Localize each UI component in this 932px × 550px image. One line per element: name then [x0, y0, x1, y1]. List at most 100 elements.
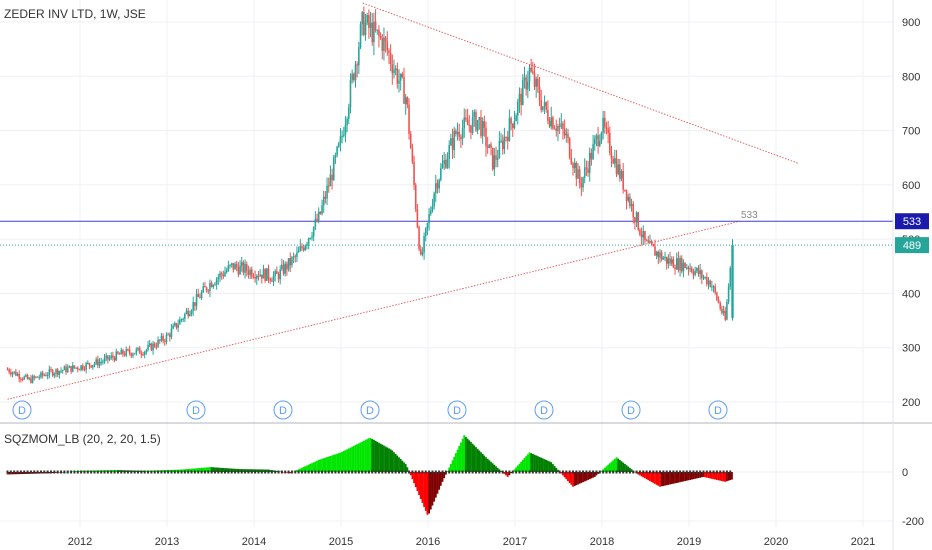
squeeze-dot	[224, 470, 226, 474]
momentum-bar	[394, 453, 397, 472]
momentum-bar	[526, 454, 529, 472]
squeeze-dot	[113, 470, 116, 474]
squeeze-dot	[76, 470, 79, 474]
candle-body	[675, 258, 678, 270]
candle-body	[80, 365, 82, 370]
momentum-bar	[222, 467, 225, 472]
momentum-bar	[490, 461, 492, 472]
candle-body	[351, 73, 353, 80]
squeeze-dot	[592, 470, 595, 474]
squeeze-dot	[183, 470, 186, 474]
candle-body	[108, 357, 111, 360]
squeeze-dot	[287, 470, 290, 474]
momentum-bar	[531, 453, 534, 472]
candle-body	[299, 246, 302, 251]
momentum-bar	[634, 471, 636, 473]
momentum-bar	[227, 468, 230, 472]
candle-body	[162, 335, 164, 341]
dividend-marker-icon[interactable]	[534, 400, 554, 420]
candle-body	[473, 111, 476, 117]
candle-body	[262, 269, 265, 279]
candle-body	[644, 231, 646, 241]
candle-body	[384, 37, 387, 42]
momentum-bar	[155, 470, 158, 472]
squeeze-dot	[63, 470, 66, 474]
candle-body	[647, 240, 650, 243]
momentum-bar	[458, 445, 461, 472]
momentum-bar	[717, 472, 720, 481]
candle-body	[505, 137, 507, 139]
candle-body	[560, 123, 563, 127]
squeeze-dot	[230, 470, 233, 474]
squeeze-dot	[351, 470, 354, 474]
momentum-bar	[406, 467, 409, 472]
candle-body	[41, 372, 44, 376]
candle-body	[128, 349, 131, 354]
candle-body	[132, 354, 134, 356]
momentum-bar	[91, 470, 94, 472]
price-axis[interactable]: 2003004005006007008009000-200	[902, 17, 924, 528]
candle-body	[88, 362, 91, 366]
squeeze-dot	[197, 470, 200, 474]
squeeze-dot	[618, 470, 621, 474]
dividend-marker-icon[interactable]	[621, 400, 641, 420]
squeeze-dot	[100, 470, 103, 474]
squeeze-dot	[357, 470, 360, 474]
squeeze-dot	[394, 470, 397, 474]
momentum-bar	[654, 472, 656, 484]
dividend-marker-icon[interactable]	[708, 400, 728, 420]
candle-body	[520, 93, 522, 106]
squeeze-dot	[327, 470, 330, 474]
candle-body	[401, 73, 404, 78]
momentum-bar	[700, 472, 703, 478]
squeeze-dot	[234, 470, 237, 474]
dividend-marker-icon[interactable]	[273, 400, 293, 420]
momentum-bar	[665, 472, 668, 486]
momentum-bar	[239, 469, 241, 472]
squeeze-dot	[685, 470, 688, 474]
squeeze-dot	[672, 470, 675, 474]
candle-body	[261, 274, 263, 279]
candle-body	[326, 185, 328, 199]
momentum-bar	[578, 472, 581, 484]
time-tick-label: 2019	[677, 536, 701, 548]
squeeze-dot	[665, 470, 668, 474]
candle-body	[580, 183, 583, 188]
squeeze-dot	[90, 470, 93, 474]
momentum-bar	[234, 468, 236, 472]
candle-body	[322, 196, 325, 206]
dividend-marker-label: D	[279, 405, 287, 417]
dividend-marker-icon[interactable]	[186, 400, 206, 420]
candle-body	[324, 196, 327, 199]
candle-body	[624, 189, 626, 191]
dividend-marker-icon[interactable]	[360, 400, 380, 420]
dividend-marker-icon[interactable]	[447, 400, 467, 420]
candle-body	[349, 79, 352, 108]
candle-body	[722, 310, 725, 313]
candle-body	[714, 286, 717, 293]
squeeze-dot	[280, 470, 283, 474]
time-axis[interactable]: 2012 2013 2014 2015 2016 2017 2018 2019 2020 2021	[68, 536, 875, 548]
candle-body	[110, 355, 113, 358]
candle-body	[125, 349, 128, 356]
squeeze-dot	[689, 470, 692, 474]
momentum-bar	[478, 450, 481, 472]
candle-body	[143, 351, 146, 355]
candle-body	[331, 174, 333, 181]
squeeze-dot	[679, 470, 682, 474]
squeeze-dot	[264, 470, 267, 474]
dividend-marker-icon[interactable]	[12, 400, 32, 420]
squeeze-dot	[203, 470, 206, 474]
candle-body	[667, 258, 670, 264]
squeeze-dot	[103, 470, 106, 474]
momentum-bar	[68, 471, 71, 473]
candle-body	[194, 302, 196, 306]
candle-body	[408, 104, 410, 134]
candle-body	[550, 117, 553, 127]
candle-body	[51, 370, 54, 376]
candle-body	[207, 290, 210, 292]
momentum-bar	[438, 472, 441, 490]
momentum-histogram	[6, 435, 733, 515]
